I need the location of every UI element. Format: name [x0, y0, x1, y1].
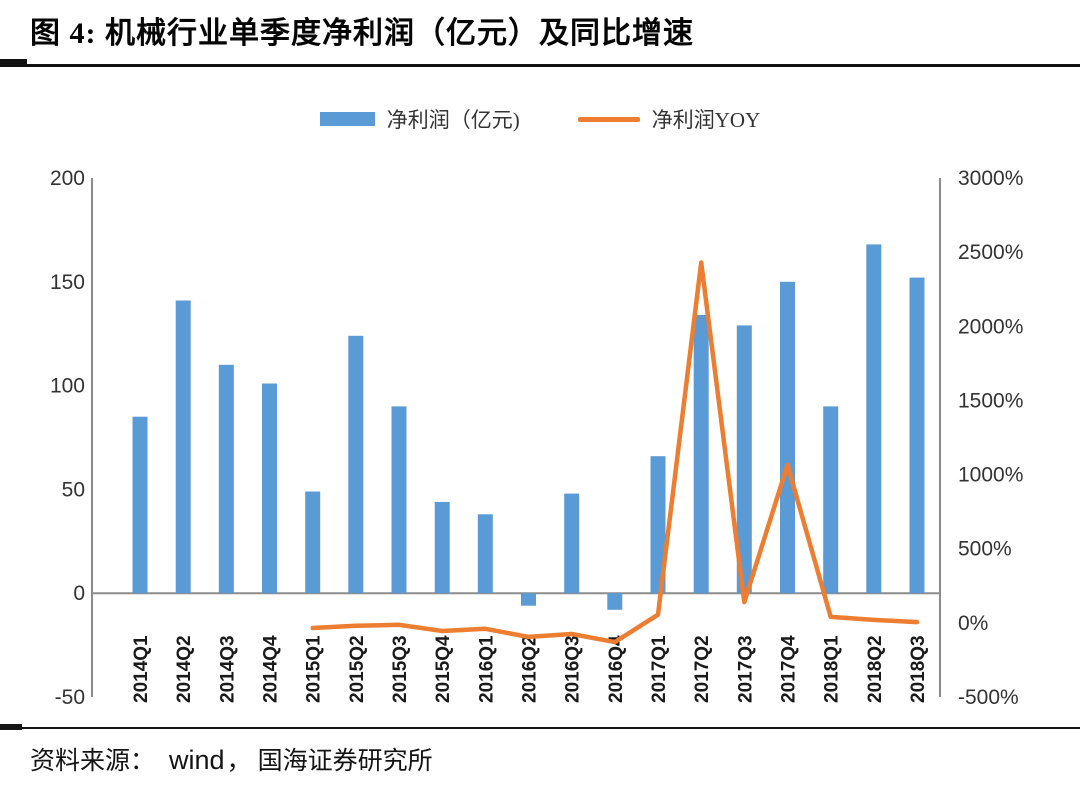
bar-2015Q2 — [348, 335, 364, 594]
left-axis-tick: 150 — [50, 271, 85, 294]
category-label-2016Q2: 2016Q2 — [520, 635, 541, 703]
footer-divider — [0, 724, 1080, 730]
source-institution: 国海证券研究所 — [257, 748, 433, 775]
right-axis-tick: 2000% — [958, 315, 1023, 338]
bar-2017Q4 — [780, 281, 795, 594]
title-divider — [0, 58, 1080, 67]
category-label-2015Q3: 2015Q3 — [390, 635, 411, 703]
bar-2016Q1 — [477, 514, 493, 594]
category-label-2016Q4: 2016Q4 — [606, 635, 627, 703]
right-axis-tick: 500% — [958, 538, 1012, 561]
category-label-2014Q2: 2014Q2 — [174, 635, 195, 703]
category-label-2014Q1: 2014Q1 — [131, 635, 152, 703]
category-label-2016Q1: 2016Q1 — [476, 635, 497, 703]
category-label-2017Q3: 2017Q3 — [735, 635, 756, 703]
category-label-2017Q2: 2017Q2 — [692, 635, 713, 703]
footer-divider-notch — [0, 724, 22, 730]
bar-2015Q4 — [434, 501, 450, 594]
category-label-2018Q3: 2018Q3 — [908, 635, 929, 703]
figure-title: 图 4: 机械行业单季度净利润（亿元）及同比增速 — [30, 17, 694, 50]
left-axis-tick: 0 — [73, 582, 85, 605]
category-label-2015Q2: 2015Q2 — [347, 635, 368, 703]
category-label-2017Q4: 2017Q4 — [779, 635, 800, 703]
category-label-2014Q3: 2014Q3 — [217, 635, 238, 703]
legend-item-net-profit: 净利润（亿元) — [319, 104, 520, 134]
category-label-2018Q1: 2018Q1 — [822, 635, 843, 703]
category-label-2014Q4: 2014Q4 — [261, 635, 282, 703]
bar-2017Q2 — [693, 315, 709, 594]
bar-2014Q3 — [218, 364, 234, 594]
right-axis-tick: 3000% — [958, 167, 1023, 190]
category-label-2018Q2: 2018Q2 — [865, 635, 886, 703]
source-vendor: wind — [169, 745, 225, 775]
bar-2017Q1 — [650, 456, 666, 594]
category-label-2015Q1: 2015Q1 — [304, 635, 325, 703]
bar-2016Q3 — [564, 493, 580, 594]
line-series-swatch — [577, 116, 640, 122]
bar-2018Q3 — [909, 277, 925, 594]
source-line: 资料来源： wind， 国海证券研究所 — [0, 729, 1080, 777]
figure-title-block: 图 4: 机械行业单季度净利润（亿元）及同比增速 — [0, 0, 1080, 67]
bar-2016Q2 — [521, 593, 536, 606]
left-axis-tick: 100 — [50, 375, 85, 398]
source-separator: ， — [226, 748, 252, 775]
left-axis-tick: 200 — [50, 167, 85, 190]
bar-2015Q1 — [305, 491, 321, 594]
bar-2015Q3 — [391, 406, 407, 594]
bar-2014Q4 — [262, 383, 277, 594]
chart-legend: 净利润（亿元) 净利润YOY — [0, 101, 1080, 137]
bar-2018Q2 — [866, 244, 882, 594]
category-label-2017Q1: 2017Q1 — [649, 635, 670, 703]
line-series-label: 净利润YOY — [651, 108, 761, 132]
figure-footer: 资料来源： wind， 国海证券研究所 — [0, 724, 1080, 777]
right-axis-tick: 0% — [958, 612, 988, 635]
right-axis-tick: 1500% — [958, 389, 1023, 412]
bar-2014Q2 — [175, 300, 191, 594]
category-label-2015Q4: 2015Q4 — [433, 635, 454, 703]
bar-series-swatch — [319, 112, 375, 126]
title-divider-notch — [0, 58, 27, 67]
bar-2018Q1 — [823, 406, 839, 594]
left-axis-tick: -50 — [55, 686, 85, 709]
bar-series-label: 净利润（亿元) — [386, 108, 520, 132]
bar-2014Q1 — [132, 416, 148, 594]
source-prefix: 资料来源： — [30, 748, 156, 775]
left-axis-tick: 50 — [62, 478, 85, 501]
right-axis-tick: 1000% — [958, 464, 1023, 487]
category-label-2016Q3: 2016Q3 — [563, 635, 584, 703]
bar-2016Q4 — [607, 593, 623, 610]
right-axis-tick: -500% — [958, 686, 1019, 709]
right-axis-tick: 2500% — [958, 241, 1023, 264]
bar-2017Q3 — [736, 325, 752, 594]
yoy-line — [310, 260, 920, 645]
legend-item-yoy: 净利润YOY — [577, 104, 761, 134]
